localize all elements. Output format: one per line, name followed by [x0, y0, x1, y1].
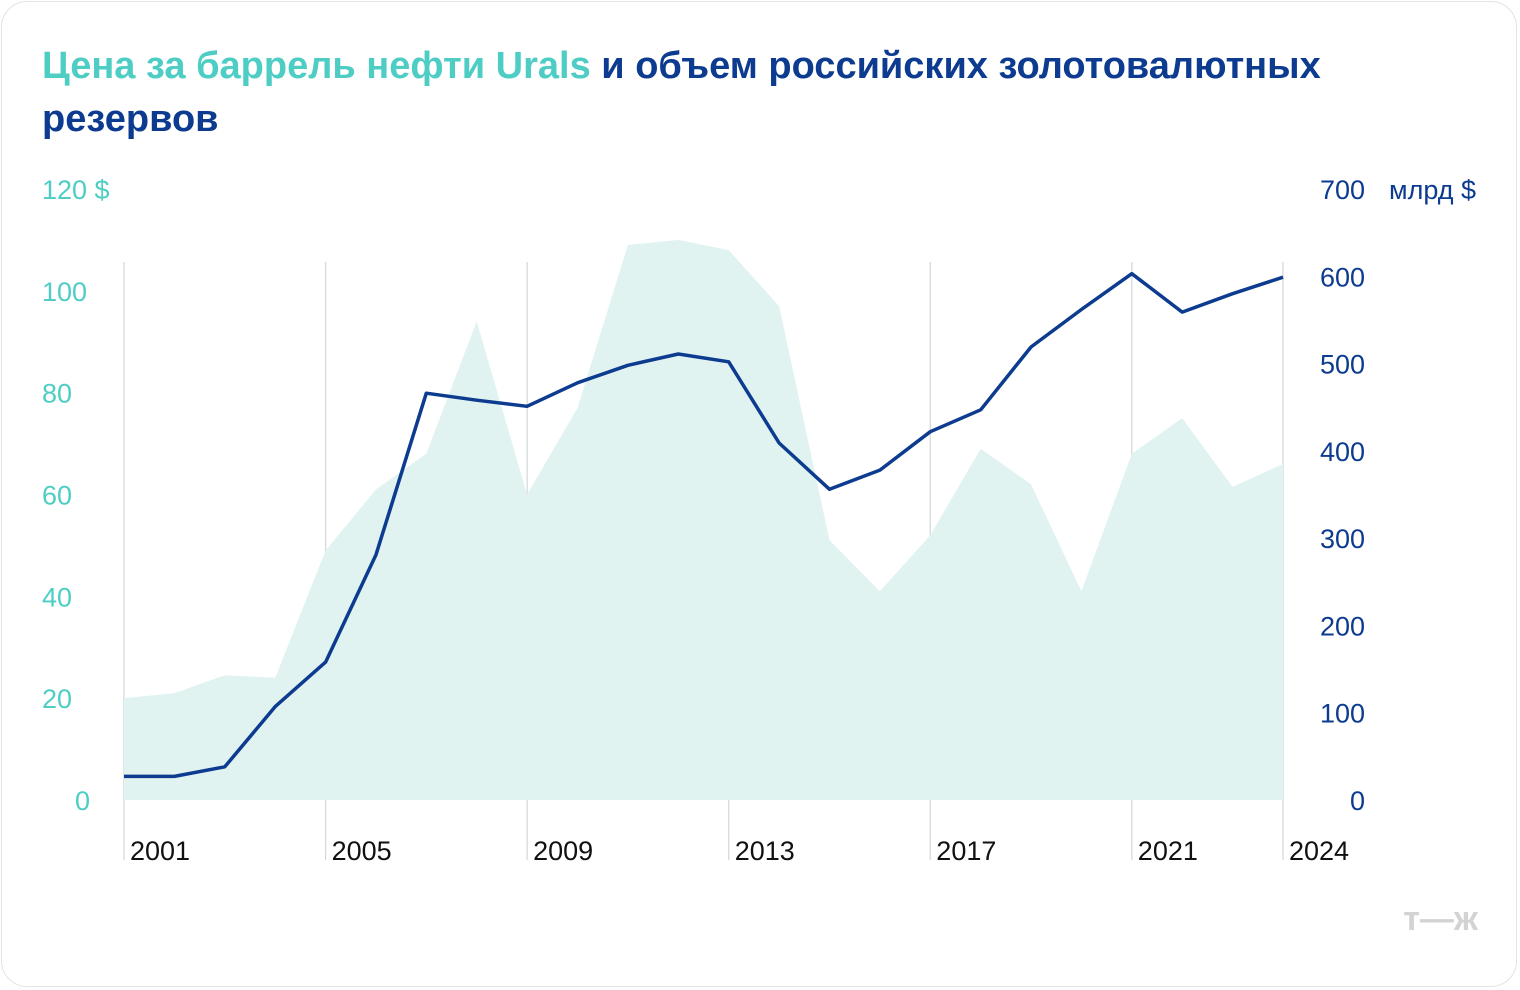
right-tick-label: 100 — [1320, 699, 1365, 729]
right-tick-label: 700 — [1320, 175, 1365, 205]
x-axis-ticks: 2001 2005 2009 2013 2017 2021 2024 — [130, 836, 1349, 866]
left-tick-label: 60 — [42, 481, 72, 511]
oil-price-points — [123, 239, 1284, 699]
left-tick-label: 0 — [75, 786, 90, 816]
x-tick-label: 2013 — [735, 836, 795, 866]
oil-price-area — [124, 239, 1283, 800]
reserves-line — [124, 271, 1284, 779]
tzh-logo: т—ж — [1403, 900, 1479, 938]
right-tick-label: 0 — [1350, 786, 1365, 816]
chart-title: Цена за баррель нефти Urals и объем росс… — [42, 40, 1482, 146]
right-axis-unit-label: млрд $ — [1389, 175, 1476, 205]
x-tick-label: 2021 — [1138, 836, 1198, 866]
title-reserves-part: и объем российских золотовалютных резерв… — [42, 45, 1321, 140]
right-axis-ticks: 700 600 500 400 300 200 100 0 — [1320, 175, 1365, 816]
left-tick-label: 40 — [42, 582, 72, 612]
x-tick-label: 2024 — [1289, 836, 1349, 866]
left-tick-label: 100 — [42, 277, 87, 307]
left-tick-label: 80 — [42, 379, 72, 409]
x-tick-label: 2005 — [332, 836, 392, 866]
right-tick-label: 600 — [1320, 262, 1365, 292]
left-axis-ticks: 120 $ 100 80 60 40 20 0 — [42, 175, 110, 816]
x-tick-label: 2001 — [130, 836, 190, 866]
reserves-points — [123, 273, 1284, 777]
title-oil-part: Цена за баррель нефти Urals — [42, 45, 591, 87]
right-tick-label: 200 — [1320, 611, 1365, 641]
right-tick-label: 400 — [1320, 437, 1365, 467]
x-tick-label: 2017 — [936, 836, 996, 866]
x-tick-label: 2009 — [533, 836, 593, 866]
right-tick-label: 300 — [1320, 524, 1365, 554]
right-tick-label: 500 — [1320, 350, 1365, 380]
left-tick-label: 120 $ — [42, 175, 110, 205]
left-tick-label: 20 — [42, 684, 72, 714]
